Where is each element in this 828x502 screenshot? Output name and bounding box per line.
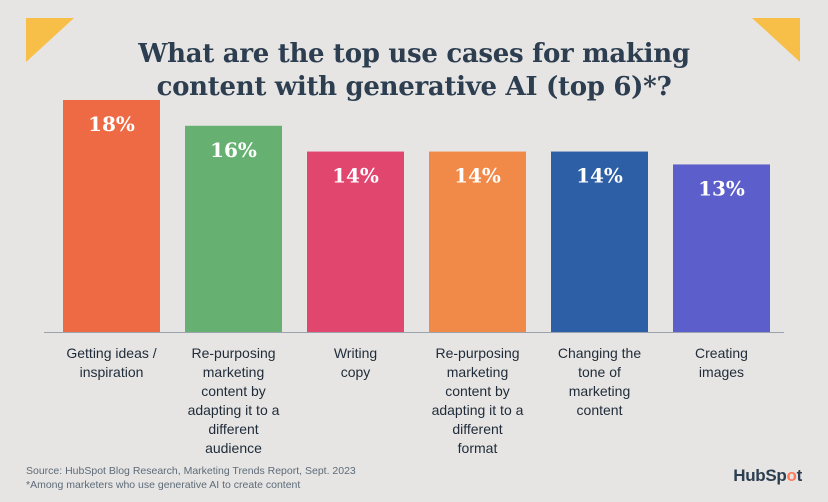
category-label: Re-purposing marketing content by adapting …: [418, 344, 538, 458]
category-label-line: marketing: [202, 364, 265, 380]
category-label-line: tone of: [578, 364, 621, 380]
bar-value-label: 14%: [576, 164, 623, 188]
hubspot-logo: HubSpot: [733, 466, 802, 486]
category-label-line: audience: [205, 440, 262, 456]
category-label-line: marketing: [446, 364, 509, 380]
bar-value-label: 14%: [332, 164, 379, 188]
corner-triangle-left: [26, 18, 74, 62]
footnote: *Among marketers who use generative AI t…: [26, 479, 301, 491]
category-label-line: content: [576, 402, 623, 418]
category-label-line: copy: [340, 364, 371, 380]
category-label-line: Re-purposing: [191, 345, 276, 361]
category-label-line: adapting it to a: [187, 402, 280, 418]
bar-5: [551, 151, 648, 332]
category-label-line: Getting ideas /: [66, 345, 157, 361]
category-label-line: different: [208, 421, 259, 437]
category-label-line: adapting it to a: [431, 402, 524, 418]
category-label-line: format: [457, 440, 498, 456]
category-label-line: marketing: [568, 383, 631, 399]
logo-text: HubSpot: [733, 466, 802, 485]
category-label-line: Changing the: [557, 345, 642, 361]
category-label-line: Re-purposing: [435, 345, 520, 361]
category-label: Writing copy: [296, 344, 416, 382]
category-label-line: images: [698, 364, 745, 380]
bar-1: [63, 100, 160, 332]
logo-sprocket-icon: o: [786, 466, 797, 485]
category-label: Creating images: [662, 344, 782, 382]
bar-value-label: 16%: [210, 138, 257, 162]
chart-footer: Source: HubSpot Blog Research, Marketing…: [26, 464, 356, 492]
bar-value-label: 13%: [698, 176, 745, 200]
bar-6: [673, 164, 770, 332]
bar-2: [185, 125, 282, 333]
bar-3: [307, 151, 404, 332]
category-label-line: different: [452, 421, 503, 437]
category-label-line: inspiration: [79, 364, 144, 380]
category-label-line: content by: [445, 383, 510, 399]
category-label: Getting ideas / inspiration: [52, 344, 172, 382]
corner-triangle-right: [752, 18, 800, 62]
chart-title: What are the top use cases for making co…: [138, 39, 690, 102]
source-note: Source: HubSpot Blog Research, Marketing…: [26, 465, 356, 477]
bar-4: [429, 151, 526, 332]
bar-value-label: 18%: [88, 112, 135, 136]
category-label-line: Creating: [695, 345, 748, 361]
category-label: Re-purposing marketing content by adapting …: [174, 344, 294, 458]
category-label-line: content by: [201, 383, 266, 399]
category-label-line: Writing: [333, 345, 378, 361]
bar-value-label: 14%: [454, 164, 501, 188]
category-label: Changing the tone of marketing content: [540, 344, 660, 420]
